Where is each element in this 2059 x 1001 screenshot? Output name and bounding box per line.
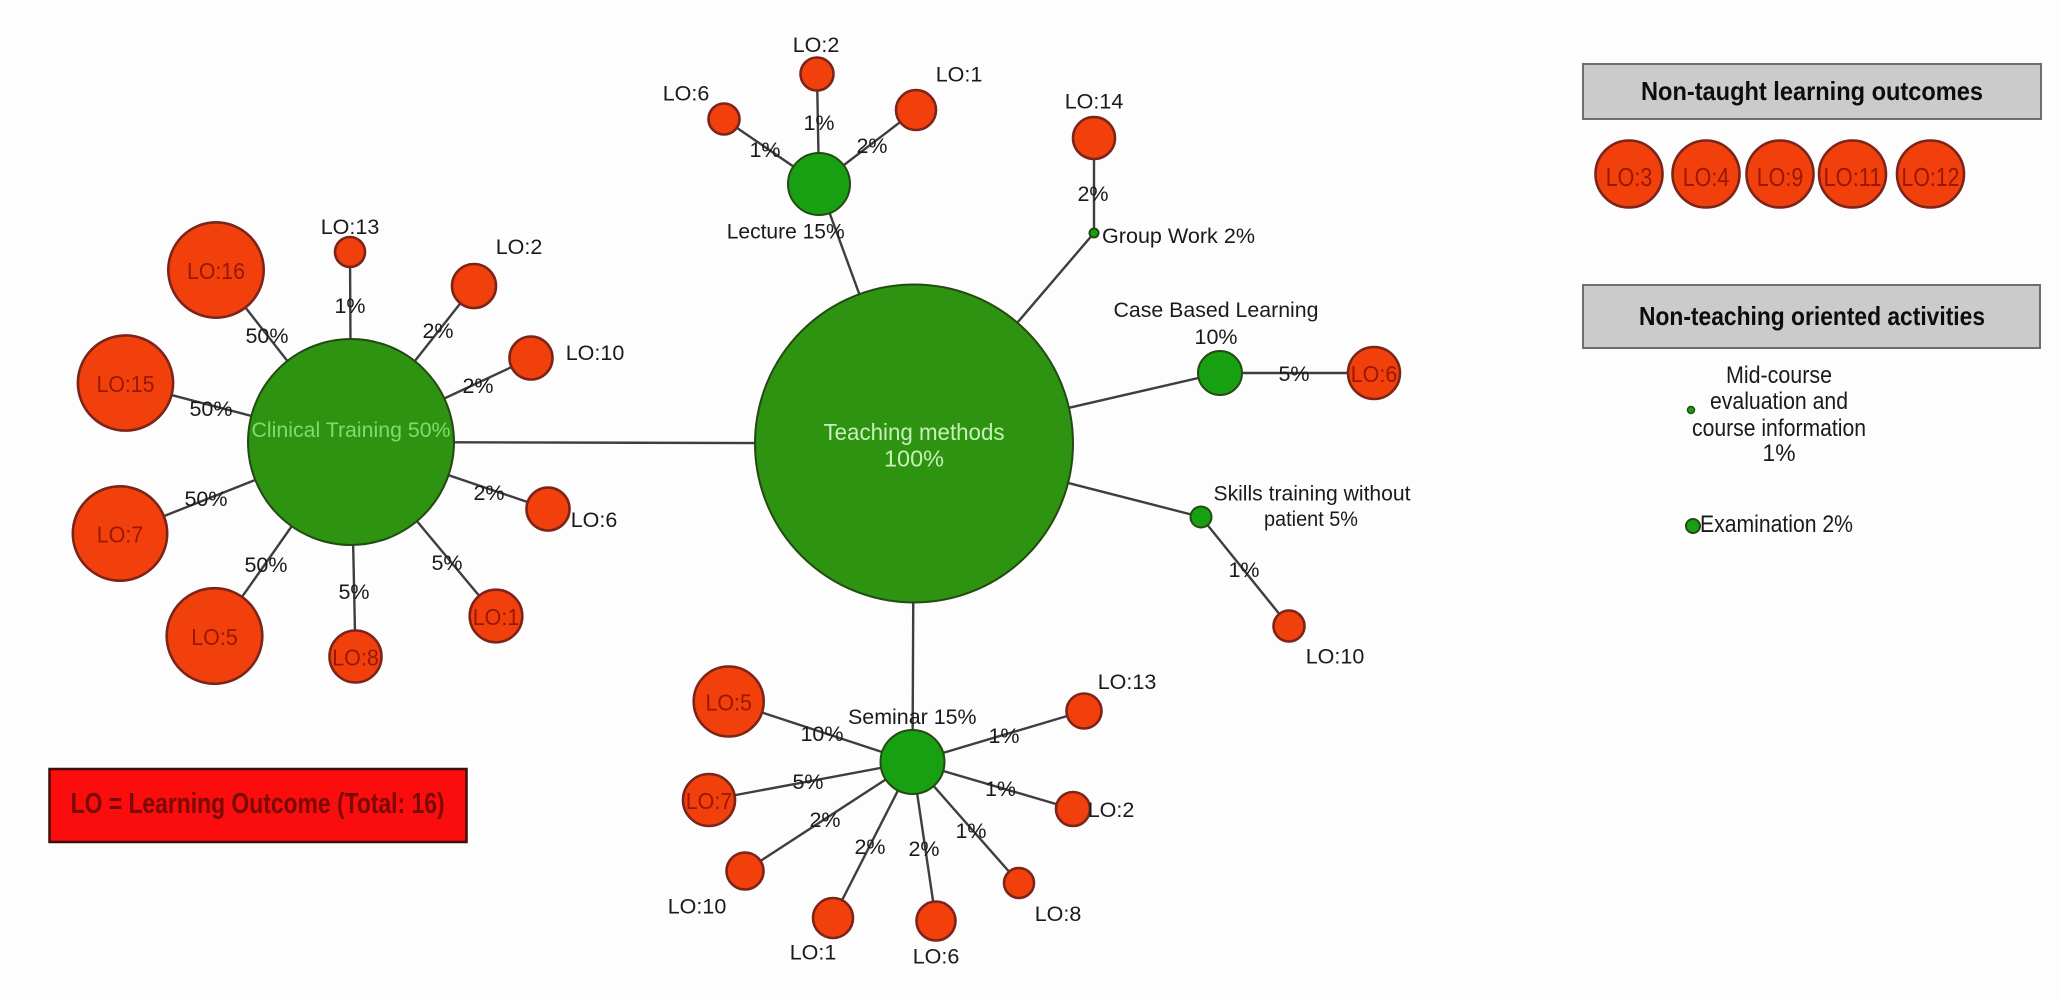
- svg-text:2%: 2%: [1077, 182, 1108, 206]
- svg-text:LO = Learning Outcome (Total:: LO = Learning Outcome (Total: 16): [71, 788, 445, 820]
- svg-text:2%: 2%: [809, 808, 840, 832]
- svg-text:LO:10: LO:10: [1306, 645, 1365, 669]
- svg-text:10%: 10%: [1195, 325, 1238, 349]
- svg-text:LO:6: LO:6: [913, 945, 960, 969]
- svg-text:2%: 2%: [908, 837, 939, 861]
- svg-text:Non-teaching oriented activiti: Non-teaching oriented activities: [1639, 301, 1985, 331]
- svg-text:LO:1: LO:1: [473, 604, 520, 630]
- svg-text:50%: 50%: [244, 553, 287, 577]
- svg-text:LO:2: LO:2: [793, 33, 840, 57]
- svg-text:1%: 1%: [988, 724, 1019, 748]
- svg-text:LO:4: LO:4: [1683, 162, 1730, 192]
- svg-text:Clinical Training 50%: Clinical Training 50%: [252, 418, 451, 442]
- svg-text:50%: 50%: [189, 397, 232, 421]
- svg-text:100%: 100%: [884, 446, 944, 472]
- svg-text:Seminar 15%: Seminar 15%: [848, 705, 977, 729]
- svg-text:Non-taught learning outcomes: Non-taught learning outcomes: [1641, 76, 1983, 106]
- svg-text:Case Based Learning: Case Based Learning: [1114, 298, 1319, 322]
- svg-text:Teaching methods: Teaching methods: [824, 419, 1005, 445]
- svg-text:Group Work 2%: Group Work 2%: [1102, 224, 1255, 248]
- svg-text:LO:7: LO:7: [686, 788, 733, 814]
- svg-text:LO:13: LO:13: [1098, 670, 1157, 694]
- svg-text:1%: 1%: [1763, 440, 1796, 467]
- svg-text:course information: course information: [1692, 415, 1866, 442]
- svg-text:LO:1: LO:1: [790, 941, 837, 965]
- svg-text:1%: 1%: [803, 111, 834, 135]
- svg-text:2%: 2%: [422, 319, 453, 343]
- svg-text:1%: 1%: [955, 819, 986, 843]
- svg-text:LO:5: LO:5: [191, 624, 238, 650]
- svg-text:5%: 5%: [431, 551, 462, 575]
- svg-text:50%: 50%: [245, 324, 288, 348]
- svg-text:LO:16: LO:16: [187, 258, 245, 284]
- svg-text:LO:14: LO:14: [1065, 90, 1124, 114]
- svg-text:10%: 10%: [800, 722, 843, 746]
- svg-text:LO:8: LO:8: [1035, 902, 1082, 926]
- svg-text:LO:15: LO:15: [97, 371, 155, 397]
- svg-text:Lecture 15%: Lecture 15%: [727, 219, 845, 243]
- svg-text:1%: 1%: [334, 294, 365, 318]
- svg-text:2%: 2%: [856, 134, 887, 158]
- svg-text:LO:6: LO:6: [663, 82, 710, 106]
- svg-text:LO:7: LO:7: [97, 522, 144, 548]
- svg-text:5%: 5%: [1278, 362, 1309, 386]
- svg-text:5%: 5%: [338, 580, 369, 604]
- svg-text:50%: 50%: [184, 487, 227, 511]
- svg-text:LO:2: LO:2: [496, 235, 543, 259]
- svg-text:1%: 1%: [749, 138, 780, 162]
- svg-text:Examination 2%: Examination 2%: [1700, 511, 1853, 538]
- svg-text:LO:6: LO:6: [571, 508, 618, 532]
- svg-text:Mid-course: Mid-course: [1726, 362, 1832, 389]
- svg-text:1%: 1%: [1228, 558, 1259, 582]
- svg-text:2%: 2%: [462, 374, 493, 398]
- svg-text:2%: 2%: [473, 481, 504, 505]
- svg-text:1%: 1%: [985, 777, 1016, 801]
- svg-text:LO:13: LO:13: [321, 215, 380, 239]
- svg-text:LO:3: LO:3: [1606, 162, 1653, 192]
- svg-text:LO:8: LO:8: [332, 645, 379, 671]
- svg-text:LO:12: LO:12: [1902, 162, 1960, 192]
- svg-text:patient 5%: patient 5%: [1264, 507, 1358, 531]
- svg-text:LO:6: LO:6: [1351, 361, 1398, 387]
- svg-text:LO:9: LO:9: [1757, 162, 1804, 192]
- svg-text:2%: 2%: [854, 835, 885, 859]
- svg-text:LO:10: LO:10: [566, 341, 625, 365]
- svg-text:LO:1: LO:1: [936, 63, 983, 87]
- svg-text:LO:11: LO:11: [1824, 162, 1882, 192]
- svg-text:LO:5: LO:5: [705, 690, 752, 716]
- svg-text:Skills training without: Skills training without: [1214, 482, 1411, 506]
- svg-text:evaluation and: evaluation and: [1710, 388, 1848, 415]
- svg-text:LO:2: LO:2: [1088, 798, 1135, 822]
- svg-text:LO:10: LO:10: [668, 895, 727, 919]
- svg-text:5%: 5%: [792, 770, 823, 794]
